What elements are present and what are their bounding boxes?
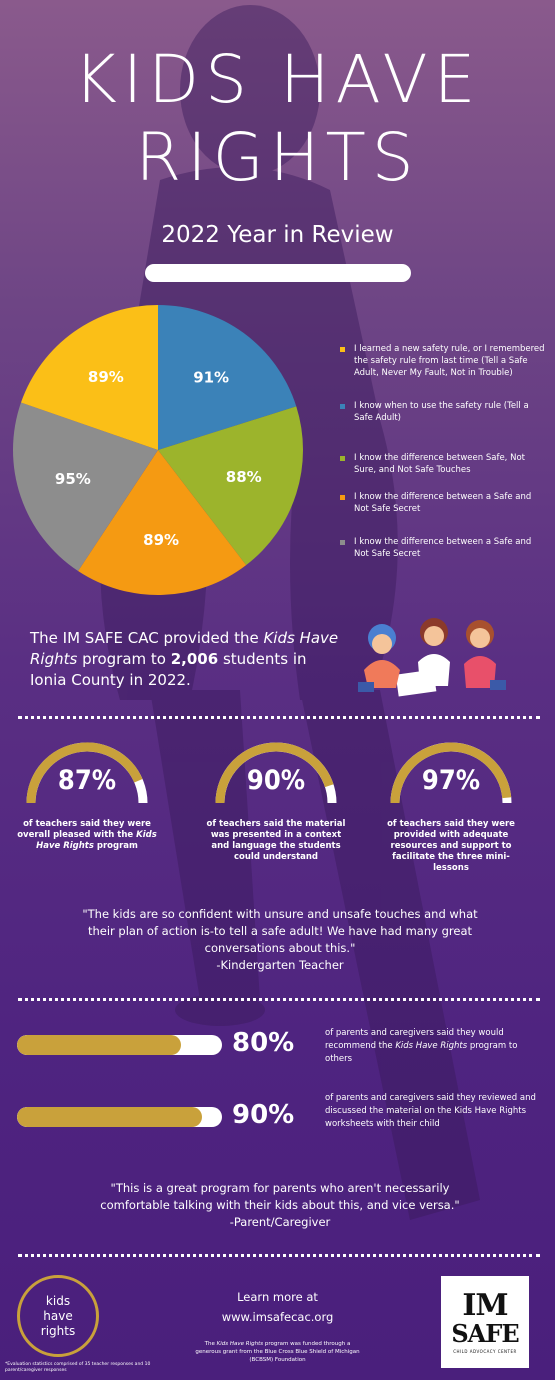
legend-item: I know the difference between a Safe and… — [340, 536, 545, 560]
safe-logo-bottom: SAFE — [451, 1318, 519, 1348]
progress-value: 80% — [232, 1028, 295, 1058]
kids-have-rights-logo: kids have rights — [17, 1275, 99, 1357]
legend-swatch — [340, 347, 345, 352]
legend-item: I know when to use the safety rule (Tell… — [340, 400, 545, 424]
intro-program-name: Kids Have Rights — [30, 629, 339, 668]
parent-quote-attribution: -Parent/Caregiver — [229, 1215, 331, 1229]
pie-slice-label: 88% — [226, 468, 262, 486]
progress-bar-fill — [17, 1035, 181, 1055]
legend-text: I learned a new safety rule, or I rememb… — [354, 344, 545, 378]
gauge-value: 87% — [57, 765, 117, 796]
progress-description: of parents and caregivers said they revi… — [325, 1092, 547, 1131]
progress-desc-text-after: program to others — [325, 1041, 518, 1064]
section-divider — [18, 998, 540, 1001]
legend-text: I know the difference between a Safe and… — [354, 492, 532, 514]
pie-slice-label: 95% — [55, 470, 91, 488]
parent-quote-text: "This is a great program for parents who… — [100, 1181, 460, 1212]
pie-slice — [12, 402, 158, 571]
pie-slice — [158, 305, 297, 450]
title-divider-bar — [145, 264, 411, 282]
legend-item: I know the difference between Safe, Not … — [340, 452, 545, 476]
gauge-value: 90% — [246, 765, 306, 796]
title-line-2: RIGHTS — [135, 119, 420, 196]
survey-pie-chart: 91% 88% 89% 95% 89% — [12, 305, 303, 595]
parent-quote: "This is a great program for parents who… — [80, 1180, 480, 1231]
pie-slice-label: 89% — [143, 531, 179, 549]
pie-slice-label: 91% — [193, 368, 229, 386]
gauge-description: of teachers said they were overall pleas… — [17, 819, 157, 852]
learn-more: Learn more at www.imsafecac.org — [195, 1287, 360, 1327]
progress-description: of parents and caregivers said they woul… — [325, 1027, 547, 1066]
legend-text: I know when to use the safety rule (Tell… — [354, 401, 529, 423]
legend-swatch — [340, 495, 345, 500]
pie-slice — [158, 406, 303, 566]
intro-text-3: students in Ionia County in 2022. — [30, 650, 307, 689]
legend-swatch — [340, 456, 345, 461]
intro-text-1: The IM SAFE CAC provided the — [30, 629, 264, 647]
progress-bar — [17, 1035, 222, 1055]
legend-item: I learned a new safety rule, or I rememb… — [340, 343, 545, 379]
legend-swatch — [340, 540, 345, 545]
legend-item: I know the difference between a Safe and… — [340, 491, 545, 515]
progress-desc-text: of parents and caregivers said they woul… — [325, 1028, 504, 1051]
pie-slice — [20, 305, 158, 450]
gauge-desc-text: of teachers said they were provided with… — [387, 819, 515, 873]
legend-text: I know the difference between Safe, Not … — [354, 453, 525, 475]
kids-illustration — [358, 618, 506, 697]
logo-line-3: rights — [40, 1323, 76, 1338]
funding-text-2: program was funded through a generous gr… — [195, 1341, 360, 1363]
teacher-quote-attribution: -Kindergarten Teacher — [216, 958, 344, 972]
pie-slice — [78, 450, 247, 595]
logo-line-2: have — [43, 1308, 73, 1323]
gauge-description: of teachers said the material was presen… — [206, 819, 346, 863]
gauge-desc-text: of teachers said the material was presen… — [206, 819, 346, 862]
funding-text-1: The — [204, 1341, 217, 1347]
intro-text-2: program to — [77, 650, 171, 668]
progress-desc-em: Kids Have Rights — [395, 1041, 468, 1051]
funding-note: The Kids Have Rights program was funded … — [195, 1340, 360, 1364]
learn-more-label: Learn more at — [237, 1290, 318, 1304]
subtitle: 2022 Year in Review — [161, 222, 394, 248]
safe-logo-top: IM — [462, 1287, 508, 1323]
intro-paragraph: The IM SAFE CAC provided the Kids Have R… — [30, 628, 340, 691]
gauge-arc — [26, 742, 148, 804]
evaluation-footnote: *Evaluation statistics comprised of 35 t… — [5, 1362, 151, 1373]
gauge-desc-em: Kids Have Rights — [36, 830, 157, 851]
progress-bar — [17, 1107, 222, 1127]
website-link[interactable]: www.imsafecac.org — [221, 1310, 334, 1324]
safe-logo-tagline: CHILD ADVOCACY CENTER — [453, 1348, 517, 1354]
gauge-arc — [215, 742, 337, 804]
teacher-quote-text: "The kids are so confident with unsure a… — [82, 907, 478, 955]
section-divider — [18, 1254, 540, 1257]
teacher-quote: "The kids are so confident with unsure a… — [80, 906, 480, 974]
gauge-desc-text: of teachers said they were overall pleas… — [17, 819, 151, 840]
title-line-1: KIDS HAVE — [73, 41, 482, 118]
progress-bar-fill — [17, 1107, 202, 1127]
pie-slice-label: 89% — [88, 368, 124, 386]
gauge-description: of teachers said they were provided with… — [381, 819, 521, 874]
im-safe-logo: IM SAFE CHILD ADVOCACY CENTER — [441, 1276, 529, 1368]
funding-program-name: Kids Have Rights — [216, 1341, 264, 1347]
section-divider — [18, 716, 540, 719]
intro-student-count: 2,006 — [170, 650, 219, 668]
legend-text: I know the difference between a Safe and… — [354, 537, 532, 559]
logo-line-1: kids — [45, 1293, 71, 1308]
progress-desc-text: of parents and caregivers said they revi… — [325, 1093, 536, 1129]
gauge-desc-text-after: program — [93, 841, 138, 851]
progress-value: 90% — [232, 1100, 295, 1130]
legend-swatch — [340, 404, 345, 409]
gauge-arc — [390, 742, 512, 804]
gauge-value: 97% — [421, 765, 481, 796]
